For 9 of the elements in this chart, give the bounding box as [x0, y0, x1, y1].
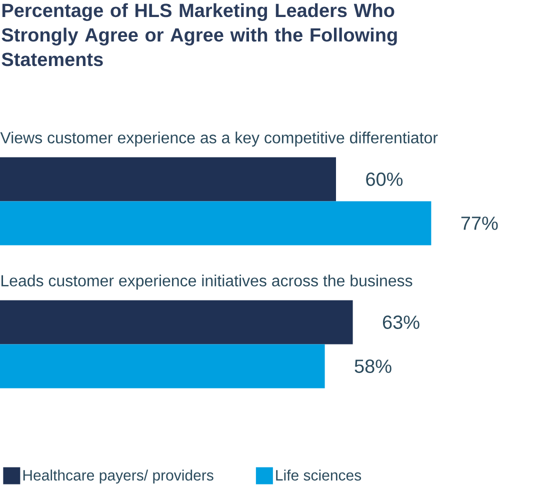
legend-label: Life sciences: [276, 470, 362, 481]
chart-title: Percentage of HLS Marketing Leaders Who Strongly Agree or Agree with the Following Statements: [2, 3, 397, 66]
y-tick-label: Views customer experience as a key competitive differentiator: [0, 132, 438, 147]
legend-label: Healthcare payers/ providers: [23, 470, 214, 484]
data-label: 77%: [461, 216, 498, 230]
data-label: 58%: [354, 360, 392, 373]
data-label: 60%: [366, 172, 403, 186]
y-tick-label: Leads customer experience initiatives across the business: [2, 274, 412, 290]
data-label: 63%: [382, 316, 420, 329]
